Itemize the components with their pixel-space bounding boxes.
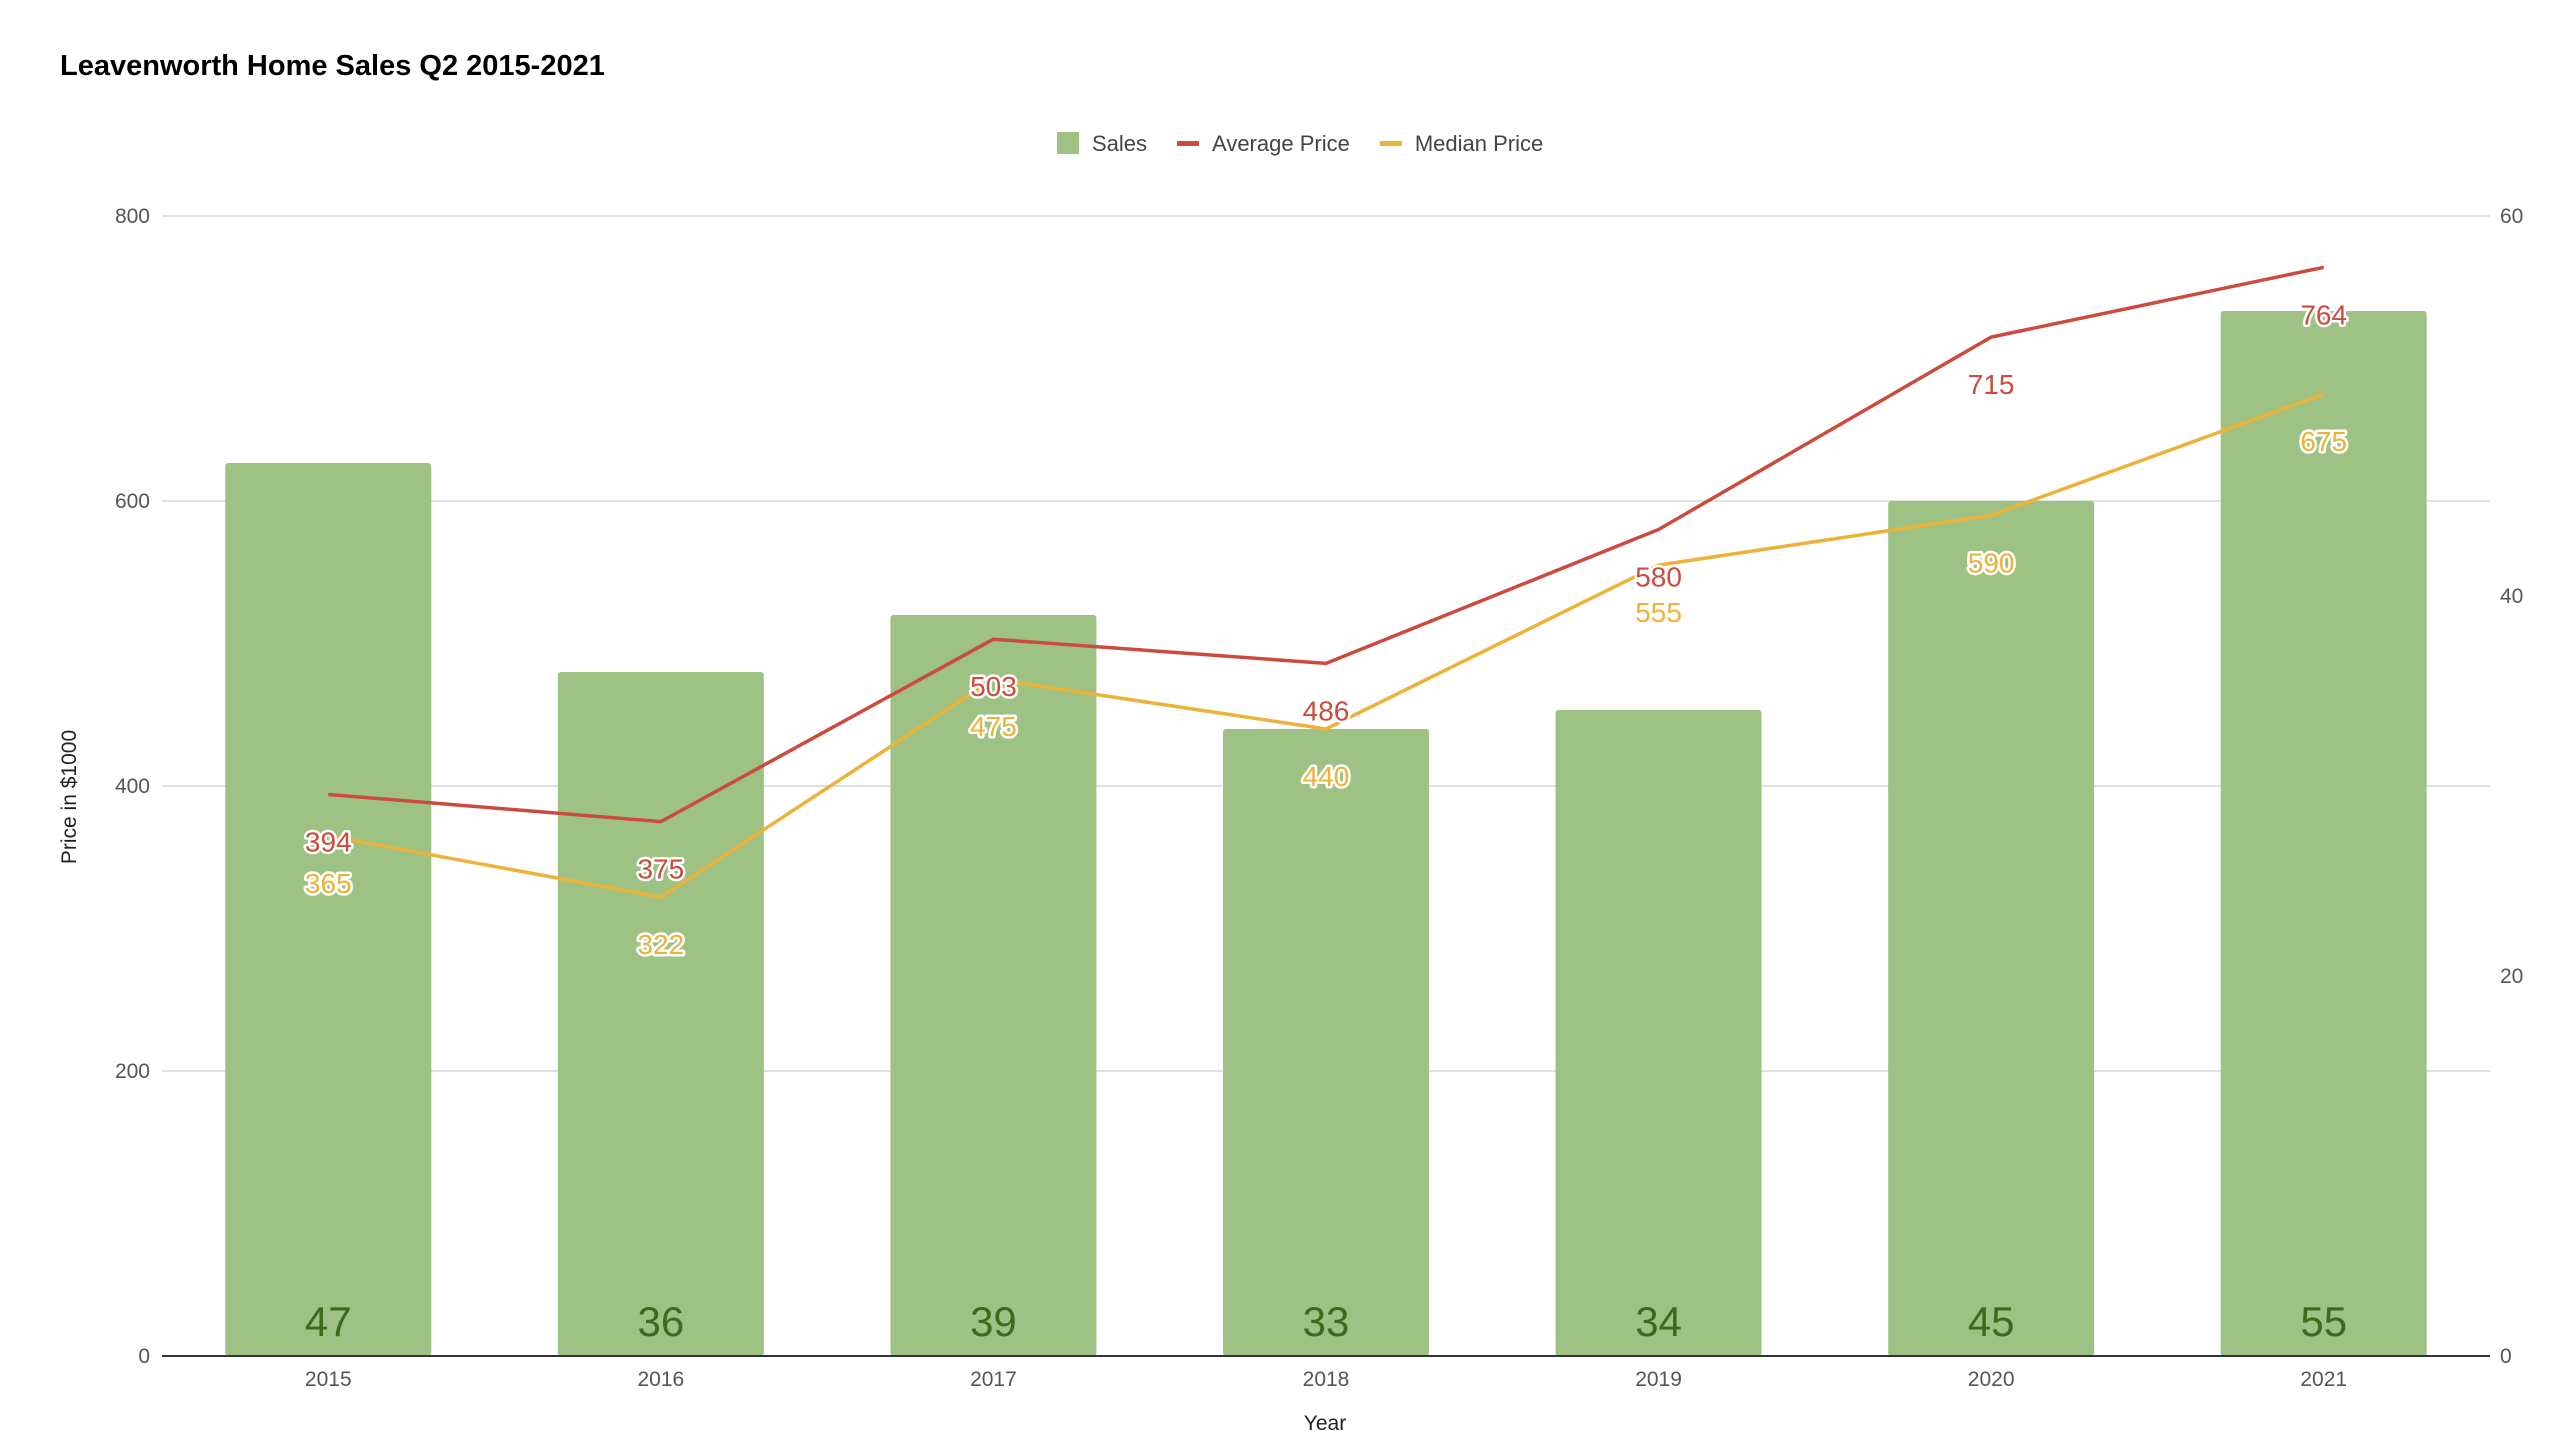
right-tick-label: 20	[2500, 965, 2523, 988]
sales-value-label: 45	[1968, 1298, 2015, 1345]
average-price-line	[328, 265, 2325, 824]
median-price-value-label: 555	[1635, 597, 1682, 628]
sales-bar	[1555, 710, 1762, 1356]
x-tick-label: 2018	[1303, 1368, 1350, 1391]
sales-bars	[225, 311, 2427, 1356]
x-axis-ticks: 2015 2016 2017 2018 2019 2020 2021	[305, 1368, 2347, 1391]
median-price-value-label: 322	[637, 929, 684, 960]
sales-bar	[225, 463, 432, 1356]
sales-value-label: 55	[2300, 1298, 2347, 1345]
sales-value-label: 36	[637, 1298, 684, 1345]
right-tick-label: 40	[2500, 585, 2523, 608]
legend-label-sales: Sales	[1092, 131, 1147, 156]
sales-bar	[2220, 311, 2427, 1356]
legend-label-median-price: Median Price	[1415, 131, 1543, 156]
median-price-line	[327, 392, 2325, 899]
y-axis-title: Price in $1000	[58, 730, 81, 864]
x-tick-label: 2017	[970, 1368, 1017, 1391]
sales-bar	[890, 615, 1097, 1356]
x-tick-label: 2015	[305, 1368, 352, 1391]
left-tick-label: 800	[115, 205, 150, 228]
left-tick-label: 200	[115, 1060, 150, 1083]
sales-value-label: 33	[1303, 1298, 1350, 1345]
right-axis-ticks: 0 20 40 60	[2500, 205, 2523, 1368]
average-price-value-label: 715	[1968, 369, 2015, 400]
right-tick-label: 60	[2500, 205, 2523, 228]
median-price-value-label: 675	[2300, 426, 2347, 457]
legend-swatch-median-price	[1379, 141, 1402, 146]
left-tick-label: 0	[138, 1345, 150, 1368]
x-tick-label: 2020	[1968, 1368, 2015, 1391]
median-price-value-label: 475	[970, 711, 1017, 742]
x-axis-title: Year	[1304, 1412, 1346, 1431]
median-price-value-label: 590	[1968, 547, 2015, 578]
legend-swatch-average-price	[1177, 141, 1200, 146]
x-tick-label: 2021	[2300, 1368, 2347, 1391]
chart-title: Leavenworth Home Sales Q2 2015-2021	[60, 50, 605, 82]
right-tick-label: 0	[2500, 1345, 2512, 1368]
average-price-value-label: 580	[1635, 562, 1682, 593]
average-price-value-label: 503	[970, 671, 1017, 702]
legend-label-average-price: Average Price	[1212, 131, 1350, 156]
sales-value-label: 39	[970, 1298, 1017, 1345]
sales-value-label: 34	[1635, 1298, 1682, 1345]
price-lines	[327, 265, 2325, 899]
average-price-value-label: 486	[1303, 695, 1350, 726]
left-tick-label: 400	[115, 775, 150, 798]
left-tick-label: 600	[115, 490, 150, 513]
x-tick-label: 2016	[637, 1368, 684, 1391]
x-tick-label: 2019	[1635, 1368, 1682, 1391]
left-axis-ticks: 0 200 400 600 800	[115, 205, 150, 1368]
average-price-value-label: 375	[637, 854, 684, 885]
sales-bar	[557, 672, 764, 1356]
median-price-value-label: 440	[1303, 761, 1350, 792]
sales-bar	[1888, 501, 2095, 1356]
median-price-value-label: 365	[305, 868, 352, 899]
average-price-value-label: 394	[305, 827, 352, 858]
average-price-value-label: 764	[2300, 299, 2347, 330]
legend: Sales Average Price Median Price	[1057, 131, 1543, 156]
sales-bar	[1223, 729, 1429, 1356]
legend-swatch-sales	[1057, 132, 1079, 154]
data-labels: 47 36 39 33 34 45 55 394 375 503 486 580 715 764 365 32…	[302, 297, 2349, 1345]
sales-value-label: 47	[305, 1298, 352, 1345]
